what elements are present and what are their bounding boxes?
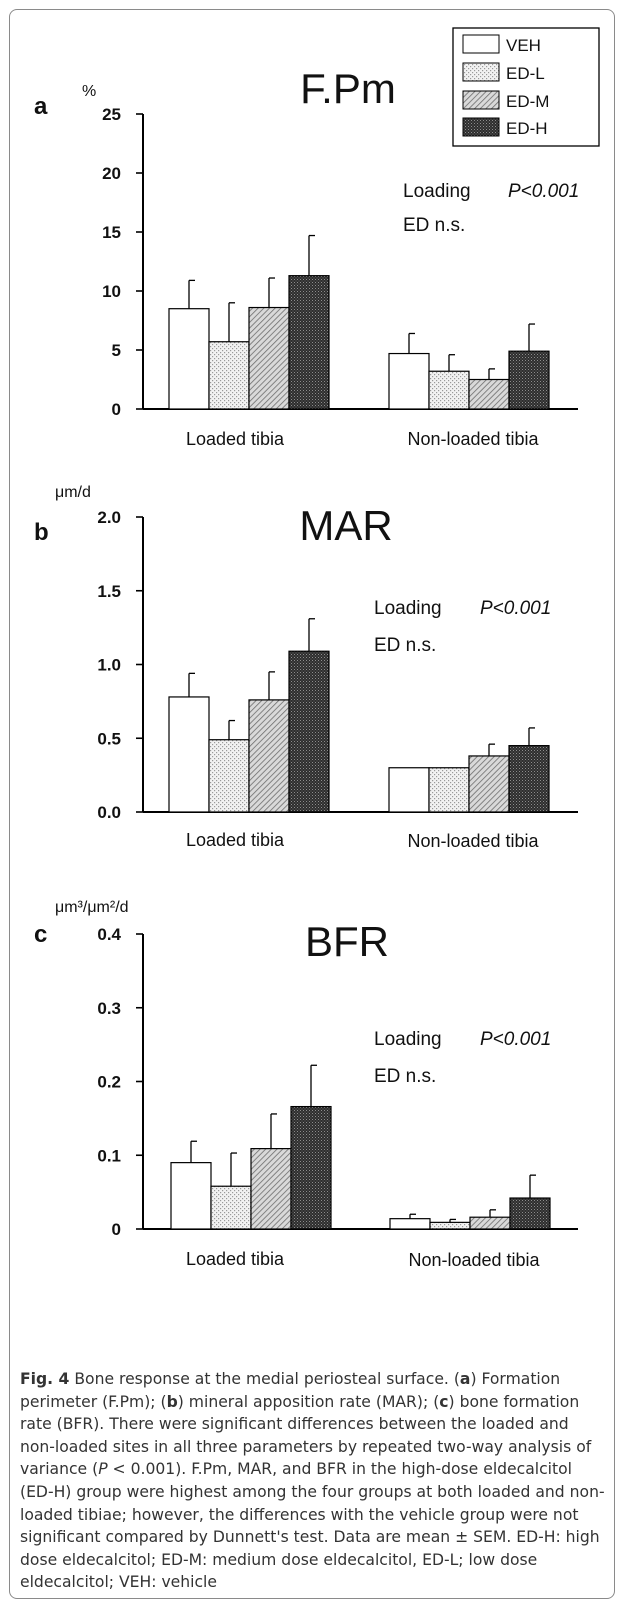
annotation-loading-p: P<0.001 — [480, 598, 551, 619]
annotation-ed: ED n.s. — [374, 1066, 436, 1087]
legend-swatch-veh — [462, 34, 500, 54]
y-tick-label: 1.0 — [97, 656, 121, 675]
annotation-ed: ED n.s. — [374, 635, 436, 656]
annotation-loading-p: P<0.001 — [508, 181, 579, 202]
caption-p-symbol: P — [98, 1460, 108, 1479]
caption-text: Bone response at the medial periosteal s… — [69, 1370, 460, 1388]
chart-title: BFR — [305, 918, 389, 965]
annotation-loading: Loading — [374, 598, 442, 619]
bar-ed-l — [208, 739, 250, 813]
y-tick-label: 0.4 — [97, 925, 121, 944]
annotation-loading: Loading — [403, 181, 471, 202]
y-tick-label: 1.5 — [97, 582, 121, 601]
plot-area: 0 5 10 15 20 25 — [102, 105, 578, 419]
y-tick-label: 0.1 — [97, 1146, 121, 1165]
annotation-loading: Loading — [374, 1029, 442, 1050]
annotation-ed: ED n.s. — [403, 215, 465, 236]
chart-panel-c: c μm³/μm²/d BFR Loading P<0.001 ED n.s. … — [34, 899, 578, 1270]
panel-letter: b — [34, 519, 49, 546]
chart-legend: VEH ED-L ED-M ED-H — [452, 27, 600, 147]
bar-ed-m — [248, 699, 290, 813]
bar-ed-l — [429, 1221, 471, 1230]
bar-ed-l — [210, 1185, 252, 1230]
caption-text: ) bone formation rate (BFR). There were … — [20, 1392, 592, 1479]
bar-ed-l — [208, 341, 250, 410]
caption-panel-ref: c — [439, 1392, 449, 1411]
legend-label: ED-M — [506, 92, 549, 111]
bar-veh — [388, 352, 430, 410]
legend-label: VEH — [506, 36, 541, 55]
caption-text: ) mineral apposition rate (MAR); ( — [177, 1392, 440, 1411]
y-tick-label: 10 — [102, 282, 121, 301]
bar-ed-m — [469, 1216, 511, 1230]
plot-area: 0 0.1 0.2 0.3 0.4 — [97, 925, 578, 1239]
bar-ed-h — [290, 1105, 332, 1230]
y-tick-label: 15 — [102, 223, 121, 242]
bar-ed-h — [508, 350, 550, 410]
y-tick-label: 0.5 — [97, 729, 121, 748]
caption-panel-ref: b — [166, 1392, 178, 1411]
bar-ed-h — [288, 650, 330, 813]
category-label: Non-loaded tibia — [407, 831, 539, 851]
bar-ed-h — [509, 1197, 551, 1230]
caption-panel-ref: a — [459, 1370, 471, 1388]
bar-veh — [168, 696, 210, 813]
bar-ed-m — [250, 1148, 292, 1230]
chart-panel-b: b μm/d MAR Loading P<0.001 ED n.s. Loade… — [34, 484, 578, 851]
chart-panel-a: a % F.Pm Loading P<0.001 ED n.s. Loaded … — [34, 65, 579, 449]
bar-veh — [170, 1162, 212, 1230]
legend-swatch-ed-m — [462, 90, 500, 110]
annotation-loading-p: P<0.001 — [480, 1029, 551, 1050]
y-tick-label: 0.2 — [97, 1073, 121, 1092]
bar-ed-l — [428, 767, 470, 813]
bar-ed-h — [288, 275, 330, 410]
bar-ed-l — [428, 370, 470, 410]
y-axis-unit-label: μm³/μm²/d — [55, 899, 129, 916]
bar-veh — [389, 1218, 431, 1230]
chart-title: F.Pm — [300, 65, 396, 112]
y-tick-label: 20 — [102, 164, 121, 183]
bar-ed-h — [508, 745, 550, 813]
category-label: Loaded tibia — [186, 830, 285, 850]
bar-veh — [388, 767, 430, 813]
y-axis-unit-label: % — [82, 83, 96, 100]
caption-text: < 0.001). F.Pm, MAR, and BFR in the high… — [20, 1460, 605, 1592]
caption-fig-label: Fig. 4 — [20, 1370, 70, 1388]
caption-text: ) Formation perimeter (F.Pm); ( — [20, 1370, 561, 1411]
legend-label: ED-L — [506, 64, 545, 83]
bar-ed-m — [248, 306, 290, 410]
bar-ed-m — [468, 378, 510, 410]
y-tick-label: 2.0 — [97, 508, 121, 527]
legend-swatch-ed-l — [462, 62, 500, 82]
y-tick-label: 0.3 — [97, 999, 121, 1018]
plot-area: 0.0 0.5 1.0 1.5 2.0 — [97, 508, 578, 822]
figure-caption: Fig. 4 Bone response at the medial perio… — [20, 1368, 605, 1594]
category-label: Non-loaded tibia — [408, 1250, 540, 1270]
bar-veh — [168, 308, 210, 410]
y-tick-label: 0 — [112, 400, 121, 419]
chart-title: MAR — [299, 502, 392, 549]
category-label: Loaded tibia — [186, 429, 285, 449]
panel-letter: a — [34, 93, 48, 120]
category-label: Loaded tibia — [186, 1249, 285, 1269]
legend-swatch-ed-h — [462, 117, 500, 137]
y-axis-unit-label: μm/d — [55, 484, 91, 501]
category-label: Non-loaded tibia — [407, 429, 539, 449]
legend-label: ED-H — [506, 119, 548, 138]
panel-letter: c — [34, 921, 47, 948]
y-tick-label: 25 — [102, 105, 121, 124]
y-tick-label: 5 — [112, 341, 121, 360]
y-tick-label: 0.0 — [97, 803, 121, 822]
bar-ed-m — [468, 755, 510, 813]
y-tick-label: 0 — [112, 1220, 121, 1239]
